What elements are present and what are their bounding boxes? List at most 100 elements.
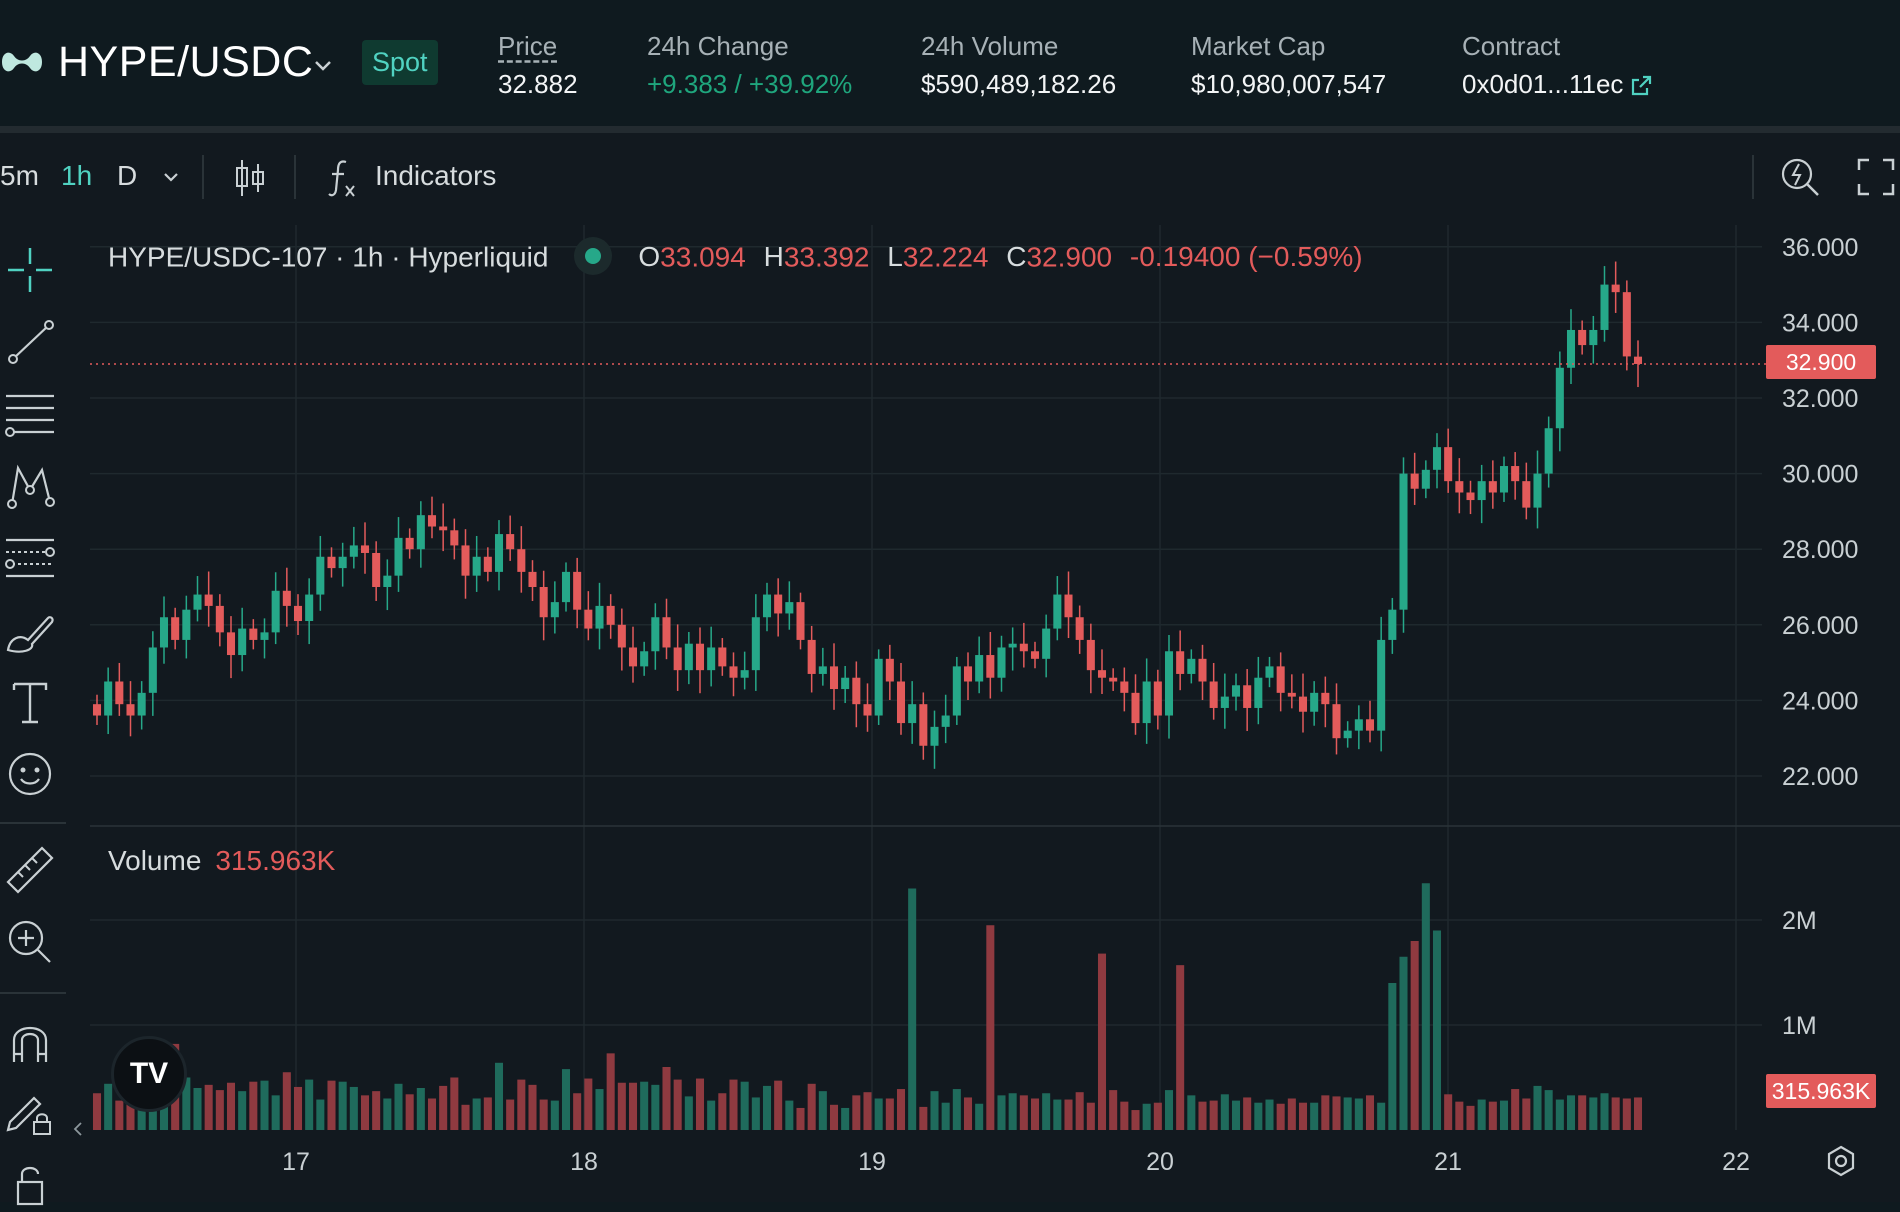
indicators-label: Indicators	[375, 160, 497, 191]
interval-1h[interactable]: 1h	[61, 160, 93, 191]
candle-body	[226, 632, 236, 656]
interval-d[interactable]: D	[117, 160, 138, 191]
volume-bar	[695, 1078, 705, 1130]
candle-body	[1354, 719, 1363, 731]
candle-body	[975, 655, 984, 682]
text-icon[interactable]	[4, 676, 56, 728]
candle-body	[829, 666, 839, 690]
volume-bar	[1298, 1102, 1308, 1130]
stat-label[interactable]: Price	[498, 31, 558, 61]
volume-bar	[271, 1095, 280, 1130]
candle-body	[1030, 651, 1040, 659]
candle-body	[818, 666, 827, 674]
horizontal-lines-icon[interactable]	[4, 388, 56, 440]
candle-body	[1343, 730, 1352, 739]
crosshair-icon[interactable]	[4, 244, 56, 296]
candle-body	[416, 515, 425, 550]
ruler-icon[interactable]	[4, 844, 56, 896]
volume-bar	[718, 1093, 727, 1130]
pattern-icon[interactable]	[4, 460, 56, 512]
candle-style-icon[interactable]	[232, 156, 268, 200]
volume-bar	[461, 1104, 470, 1130]
emoji-icon[interactable]	[4, 748, 56, 800]
volume-bar	[1511, 1089, 1520, 1130]
candle-body	[1455, 481, 1464, 493]
candle-body	[908, 704, 917, 724]
volume-bar	[874, 1098, 883, 1130]
volume-bar	[1589, 1097, 1598, 1130]
brush-icon[interactable]	[4, 604, 56, 656]
volume-bar	[1611, 1097, 1620, 1130]
volume-bar	[1377, 1102, 1386, 1130]
candle-body	[1533, 473, 1542, 508]
change-value: -0.19400 (−0.59%)	[1129, 241, 1363, 273]
volume-bar	[394, 1083, 403, 1130]
volume-bar	[260, 1080, 269, 1130]
volume-bar	[204, 1084, 213, 1130]
external-link-icon[interactable]	[1629, 74, 1653, 98]
volume-bar	[1444, 1094, 1453, 1130]
candle-body	[1633, 356, 1643, 364]
fullscreen-icon[interactable]	[1857, 158, 1895, 196]
candle-body	[1042, 628, 1051, 659]
volume-bar	[818, 1091, 827, 1130]
open-label: O	[638, 241, 661, 273]
candle-body	[539, 587, 548, 618]
contract-link[interactable]: 0x0d01...11ec	[1462, 68, 1653, 100]
candle-body	[740, 670, 749, 678]
volume-bar	[628, 1082, 638, 1130]
candle-body	[260, 632, 269, 640]
chevron-down-icon[interactable]	[312, 54, 334, 76]
candle-body	[785, 602, 794, 614]
volume-bar	[684, 1096, 693, 1130]
volume-bar	[193, 1088, 202, 1130]
market-type-badge: Spot	[362, 40, 438, 85]
candle-body	[238, 628, 247, 656]
volume-bars	[92, 883, 1643, 1130]
candle-body	[472, 556, 481, 576]
y-tick-label: 22.000	[1782, 763, 1858, 791]
tradingview-logo-icon[interactable]: TV	[111, 1036, 187, 1112]
volume-bar	[740, 1081, 749, 1130]
candle-body	[450, 530, 459, 546]
interval-5m[interactable]: 5m	[0, 160, 39, 191]
candles	[92, 261, 1643, 769]
candle-body	[1064, 594, 1073, 618]
candle-body	[1332, 704, 1341, 739]
candle-body	[293, 605, 303, 622]
candle-body	[338, 556, 347, 569]
price-axis: 22.000 24.000 26.000 28.000 30.000 32.000 34.0…	[282, 234, 1858, 1176]
trend-line-icon[interactable]	[4, 316, 56, 368]
magnet-icon[interactable]	[4, 1016, 56, 1068]
settings-icon[interactable]	[1824, 1144, 1858, 1178]
candle-body	[1444, 447, 1453, 482]
volume-bar	[1142, 1103, 1151, 1130]
ohlc-legend: HYPE/USDC-107 · 1h · Hyperliquid O33.094 …	[108, 237, 1363, 278]
volume-bar	[829, 1104, 839, 1130]
candle-body	[762, 594, 772, 618]
candle-body	[584, 609, 593, 629]
volume-bar	[1600, 1093, 1609, 1130]
chevron-down-icon[interactable]	[160, 166, 182, 188]
candle-body	[941, 715, 950, 727]
volume-bar	[707, 1100, 716, 1130]
pair-selector[interactable]: HYPE/USDC	[58, 38, 314, 86]
collapse-sidebar-icon[interactable]	[72, 1120, 84, 1138]
sidebar-divider	[0, 822, 66, 824]
zoom-in-icon[interactable]	[4, 916, 56, 968]
x-tick-label: 19	[858, 1148, 886, 1176]
volume-bar	[483, 1097, 492, 1130]
lock-draw-icon[interactable]	[4, 1088, 56, 1140]
candle-body	[316, 556, 325, 595]
x-tick-label: 17	[282, 1148, 310, 1176]
candle-body	[104, 681, 113, 716]
stat-label: 24h Volume	[921, 31, 1059, 61]
stat-label: Contract	[1462, 31, 1561, 61]
snapshot-icon[interactable]	[1778, 154, 1822, 198]
candle-body	[126, 704, 135, 716]
candle-body	[1120, 681, 1129, 693]
fib-icon[interactable]	[4, 532, 56, 584]
visibility-toggle-icon[interactable]	[574, 237, 613, 275]
candle-body	[628, 647, 638, 667]
